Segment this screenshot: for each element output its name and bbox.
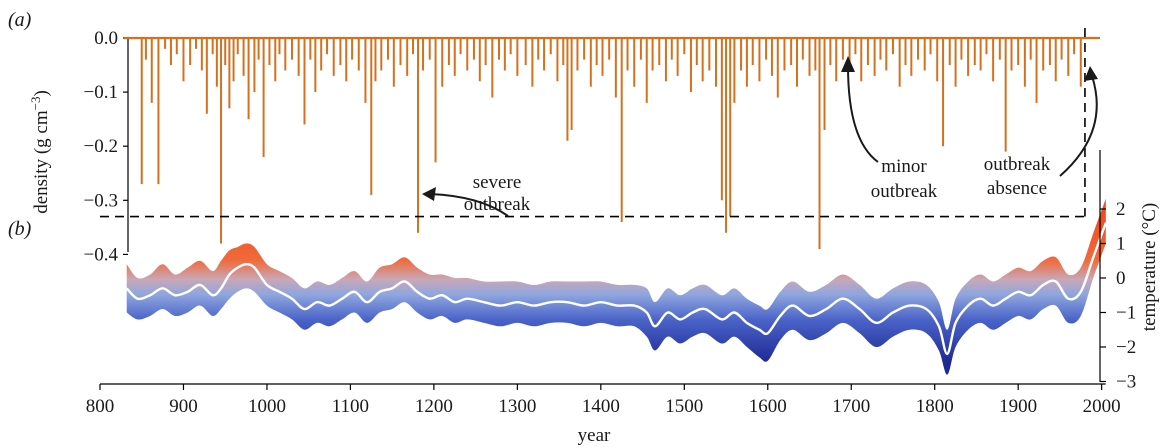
year-axis-label: year — [578, 425, 611, 446]
temperature-tick-label: 1 — [1116, 234, 1126, 255]
annotation-severe-outbreak: severe outbreak — [422, 172, 531, 217]
density-axis-label: density (g cm−3) — [28, 90, 53, 214]
arrowhead-severe-outbreak — [422, 187, 436, 201]
annotation-outbreak-absence: outbreak absence — [984, 66, 1098, 199]
year-tick-label: 1800 — [916, 396, 954, 417]
temperature-uncertainty-band — [126, 198, 1106, 375]
year-tick-label: 2000 — [1083, 396, 1121, 417]
year-axis: 800 900 1000 1100 1200 1300 1400 1500 1600 1700 18… — [86, 383, 1121, 417]
arrowhead-outbreak-absence — [1084, 66, 1098, 81]
annotation-absence-line1: outbreak — [984, 154, 1051, 175]
year-tick-label: 1200 — [415, 396, 453, 417]
panel-label-a: (a) — [8, 9, 32, 31]
annotation-minor-line2: outbreak — [871, 181, 938, 202]
temperature-tick-label: 0 — [1116, 268, 1126, 289]
temperature-tick-label: −3 — [1116, 372, 1136, 393]
temperature-tick-label: 2 — [1116, 199, 1126, 220]
temperature-tick-label: −1 — [1116, 303, 1136, 324]
annotation-minor-line1: minor — [881, 156, 927, 177]
temperature-axis-label: temperature (°C) — [1139, 203, 1160, 331]
year-tick-label: 1000 — [248, 396, 286, 417]
annotation-absence-line2: absence — [987, 178, 1047, 199]
density-tick-label: −0.1 — [84, 82, 118, 103]
arrow-outbreak-absence — [1059, 75, 1098, 177]
temperature-axis: 2 1 0 −1 −2 −3 — [1099, 150, 1136, 393]
year-tick-label: 800 — [86, 396, 115, 417]
density-axis: 0.0 −0.1 −0.2 −0.3 −0.4 — [84, 28, 129, 265]
density-tick-label: 0.0 — [94, 28, 118, 49]
temperature-tick-label: −2 — [1116, 337, 1136, 358]
year-tick-label: 900 — [169, 396, 198, 417]
arrow-severe-outbreak — [429, 193, 509, 217]
density-tick-label: −0.3 — [84, 190, 118, 211]
temperature-band — [125, 198, 1107, 375]
annotation-minor-outbreak: minor outbreak — [841, 56, 938, 202]
year-tick-label: 1500 — [665, 396, 703, 417]
density-tick-label: −0.4 — [84, 244, 119, 265]
year-tick-label: 1600 — [749, 396, 787, 417]
annotation-severe-line2: outbreak — [464, 194, 531, 215]
temperature-median-line — [125, 222, 1107, 356]
year-tick-label: 1300 — [498, 396, 536, 417]
density-tick-label: −0.2 — [84, 136, 118, 157]
panel-label-b: (b) — [8, 218, 32, 240]
arrow-minor-outbreak — [847, 65, 879, 163]
arrowhead-minor-outbreak — [841, 56, 855, 72]
year-tick-label: 1100 — [332, 396, 369, 417]
year-tick-label: 1400 — [582, 396, 620, 417]
density-bars — [140, 38, 1082, 249]
annotation-severe-line1: severe — [473, 172, 522, 193]
year-tick-label: 1700 — [832, 396, 870, 417]
year-tick-label: 1900 — [999, 396, 1037, 417]
